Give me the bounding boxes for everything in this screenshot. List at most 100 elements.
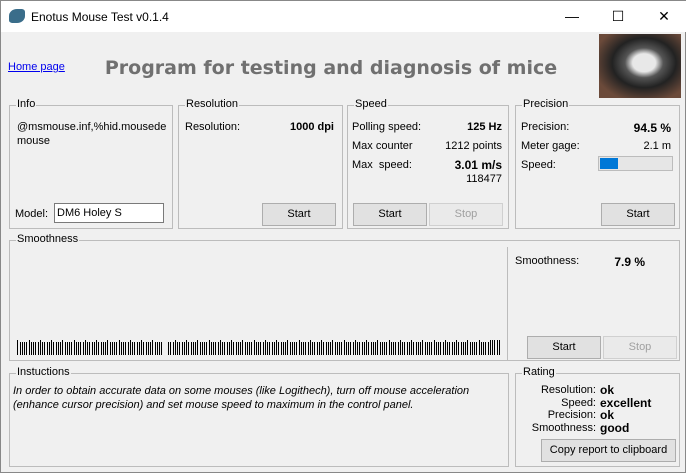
counter-label: Max counter: [352, 140, 413, 152]
group-label: Rating: [522, 366, 556, 378]
home-page-link[interactable]: Home page: [8, 61, 65, 73]
smoothness-bar: [458, 342, 459, 355]
model-input[interactable]: [54, 203, 164, 223]
smoothness-bar: [305, 342, 306, 355]
smoothness-bar: [134, 342, 135, 355]
smoothness-bar: [204, 342, 205, 355]
smoothness-bar: [47, 342, 48, 355]
smoothness-stop-button[interactable]: Stop: [603, 336, 677, 359]
speed-start-button[interactable]: Start: [353, 203, 427, 226]
smoothness-bar: [177, 342, 178, 355]
minimize-button[interactable]: —: [565, 8, 579, 24]
info-group: Info @msmouse.inf,%hid.mousedemouse Mode…: [9, 98, 173, 229]
smoothness-value: 7.9 %: [614, 255, 645, 269]
smoothness-bar: [191, 342, 192, 355]
group-label: Instuctions: [16, 366, 71, 378]
resolution-start-button[interactable]: Start: [262, 203, 336, 226]
smoothness-bar: [330, 342, 331, 355]
smoothness-bar: [254, 340, 255, 355]
smoothness-bar: [465, 342, 466, 355]
rating-key: Speed:: [561, 396, 596, 409]
smoothness-bar: [308, 342, 309, 355]
smoothness-bar: [267, 342, 268, 355]
smoothness-bar: [202, 342, 203, 355]
smoothness-bar: [231, 340, 232, 355]
app-icon: [9, 9, 25, 23]
smoothness-bar: [116, 342, 117, 355]
maximize-button[interactable]: ☐: [611, 8, 625, 24]
smoothness-bar: [238, 342, 239, 355]
smoothness-bar: [420, 342, 421, 355]
smoothness-bar: [317, 342, 318, 355]
rating-value: ok: [600, 383, 615, 397]
smoothness-bar: [22, 342, 23, 355]
smoothness-bar: [357, 342, 358, 355]
smoothness-bar: [256, 342, 257, 355]
smoothness-bar: [395, 342, 396, 355]
smoothness-bar: [449, 342, 450, 355]
smoothness-bar: [353, 342, 354, 355]
smoothness-bar: [211, 342, 212, 355]
smoothness-bar: [350, 342, 351, 355]
smoothness-bar: [233, 342, 234, 355]
smoothness-bar: [148, 342, 149, 355]
resolution-group: Resolution Resolution: 1000 dpi Start: [178, 98, 343, 229]
smoothness-bar: [436, 342, 437, 355]
smoothness-bar: [348, 342, 349, 355]
precision-start-button[interactable]: Start: [601, 203, 675, 226]
smoothness-bar: [236, 342, 237, 355]
smoothness-bar: [35, 342, 36, 355]
smoothness-bar: [326, 342, 327, 355]
smoothness-bar: [494, 340, 495, 355]
precision-value: 94.5 %: [633, 121, 671, 135]
smoothness-bar: [434, 340, 435, 355]
smoothness-bar: [175, 340, 176, 355]
device-name: @msmouse.inf,%hid.mousedemouse: [17, 121, 167, 147]
smoothness-group: Smoothness Smoothness: 7.9 % Start Stop: [9, 233, 680, 361]
smoothness-bar: [249, 342, 250, 355]
smoothness-bar: [51, 340, 52, 355]
smoothness-bar: [281, 342, 282, 355]
smoothness-bar: [92, 342, 93, 355]
smoothness-bar: [40, 340, 41, 355]
smoothness-bar: [427, 342, 428, 355]
smoothness-bar: [76, 342, 77, 355]
smoothness-bar: [24, 342, 25, 355]
smoothness-bar: [265, 340, 266, 355]
smoothness-bar: [31, 342, 32, 355]
smoothness-bar: [445, 340, 446, 355]
smoothness-start-button[interactable]: Start: [527, 336, 601, 359]
smoothness-bar: [443, 342, 444, 355]
smoothness-bar: [440, 342, 441, 355]
smoothness-bar: [391, 342, 392, 355]
smoothness-bar: [157, 342, 158, 355]
group-label: Smoothness: [16, 233, 80, 245]
smoothness-bar: [213, 342, 214, 355]
smoothness-bar: [380, 342, 381, 355]
smoothness-bar: [285, 342, 286, 355]
smoothness-bar: [193, 342, 194, 355]
smoothness-graph: [11, 247, 508, 360]
smoothness-bar: [481, 342, 482, 355]
copy-report-button[interactable]: Copy report to clipboard: [541, 439, 676, 462]
instructions-text: In order to obtain accurate data on some…: [13, 385, 470, 411]
smoothness-bar: [425, 342, 426, 355]
smoothness-bar: [407, 342, 408, 355]
close-button[interactable]: ✕: [658, 8, 670, 24]
rating-row: Speed: excellent: [516, 396, 681, 410]
speed-stop-button[interactable]: Stop: [429, 203, 503, 226]
smoothness-bar: [364, 342, 365, 355]
smoothness-bar: [242, 340, 243, 355]
smoothness-bar: [384, 342, 385, 355]
smoothness-bar: [87, 342, 88, 355]
group-label: Info: [16, 98, 37, 110]
smoothness-bar: [42, 342, 43, 355]
smoothness-bar: [263, 342, 264, 355]
smoothness-bar: [247, 342, 248, 355]
smoothness-bar: [186, 340, 187, 355]
smoothness-bar: [227, 342, 228, 355]
smoothness-bar: [375, 342, 376, 355]
smoothness-bar: [105, 342, 106, 355]
smoothness-bar: [107, 340, 108, 355]
smoothness-bar: [278, 342, 279, 355]
